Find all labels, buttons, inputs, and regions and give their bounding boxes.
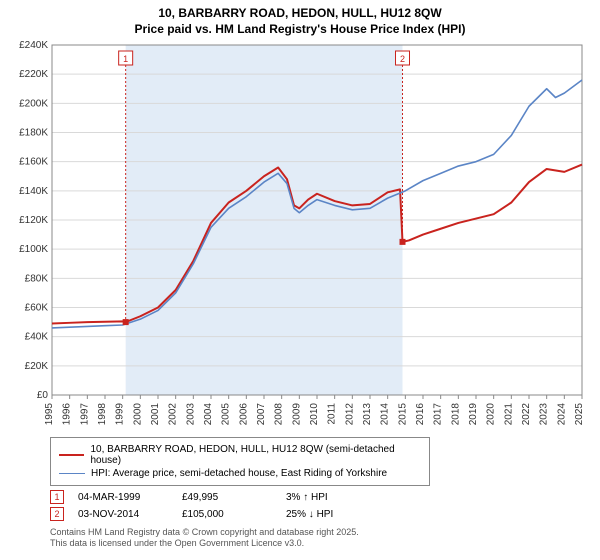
svg-text:2018: 2018 [450, 403, 461, 426]
footer-line-1: Contains HM Land Registry data © Crown c… [50, 527, 590, 538]
svg-text:2016: 2016 [415, 403, 426, 426]
svg-text:1997: 1997 [79, 403, 90, 426]
svg-text:2007: 2007 [256, 403, 267, 426]
chart-container: 10, BARBARRY ROAD, HEDON, HULL, HU12 8QW… [0, 0, 600, 560]
legend: 10, BARBARRY ROAD, HEDON, HULL, HU12 8QW… [50, 437, 430, 486]
svg-text:2001: 2001 [150, 403, 161, 426]
svg-text:£160K: £160K [19, 157, 48, 168]
svg-text:2: 2 [400, 54, 405, 64]
legend-swatch [59, 454, 84, 456]
title-line-2: Price paid vs. HM Land Registry's House … [10, 22, 590, 38]
svg-text:£180K: £180K [19, 128, 48, 139]
svg-text:2022: 2022 [521, 403, 532, 426]
footer-line-2: This data is licensed under the Open Gov… [50, 538, 590, 549]
svg-text:2021: 2021 [503, 403, 514, 426]
marker-change: 25% ↓ HPI [286, 509, 376, 520]
legend-label: HPI: Average price, semi-detached house,… [91, 468, 387, 479]
svg-text:2015: 2015 [397, 403, 408, 426]
svg-text:£220K: £220K [19, 69, 48, 80]
svg-text:£60K: £60K [25, 303, 49, 314]
svg-text:2004: 2004 [203, 403, 214, 426]
svg-text:£140K: £140K [19, 186, 48, 197]
svg-text:2012: 2012 [344, 403, 355, 426]
svg-text:£120K: £120K [19, 215, 48, 226]
svg-text:£40K: £40K [25, 332, 49, 343]
svg-text:£20K: £20K [25, 361, 49, 372]
chart-area: £0 £20K £40K £60K £80K £100K £120K £140K £160K £1… [10, 41, 590, 431]
svg-text:1998: 1998 [97, 403, 108, 426]
svg-text:2009: 2009 [291, 403, 302, 426]
svg-text:1: 1 [123, 54, 128, 64]
marker-price: £49,995 [182, 492, 272, 503]
svg-text:2006: 2006 [238, 403, 249, 426]
svg-text:2002: 2002 [168, 403, 179, 426]
marker-row: 2 03-NOV-2014 £105,000 25% ↓ HPI [50, 507, 590, 521]
svg-text:1996: 1996 [62, 403, 73, 426]
svg-text:2013: 2013 [362, 403, 373, 426]
marker-date: 04-MAR-1999 [78, 492, 168, 503]
svg-text:2025: 2025 [574, 403, 585, 426]
marker-badge: 1 [50, 490, 64, 504]
svg-text:2019: 2019 [468, 403, 479, 426]
title-line-1: 10, BARBARRY ROAD, HEDON, HULL, HU12 8QW [10, 6, 590, 22]
marker-change: 3% ↑ HPI [286, 492, 376, 503]
legend-item: HPI: Average price, semi-detached house,… [59, 468, 421, 479]
svg-text:1999: 1999 [115, 403, 126, 426]
svg-text:£80K: £80K [25, 274, 49, 285]
svg-text:2005: 2005 [221, 403, 232, 426]
svg-text:2011: 2011 [327, 403, 338, 425]
marker-badge: 2 [50, 507, 64, 521]
svg-text:2003: 2003 [185, 403, 196, 426]
footer-note: Contains HM Land Registry data © Crown c… [50, 527, 590, 550]
svg-text:£100K: £100K [19, 244, 48, 255]
svg-text:2020: 2020 [486, 403, 497, 426]
marker-price: £105,000 [182, 509, 272, 520]
legend-item: 10, BARBARRY ROAD, HEDON, HULL, HU12 8QW… [59, 444, 421, 466]
svg-text:1995: 1995 [44, 403, 55, 426]
legend-swatch [59, 473, 85, 475]
title-block: 10, BARBARRY ROAD, HEDON, HULL, HU12 8QW… [10, 6, 590, 37]
marker-row: 1 04-MAR-1999 £49,995 3% ↑ HPI [50, 490, 590, 504]
chart-svg: £0 £20K £40K £60K £80K £100K £120K £140K £160K £1… [10, 41, 590, 431]
marker-annotations: 1 04-MAR-1999 £49,995 3% ↑ HPI 2 03-NOV-2014 £… [50, 490, 590, 521]
svg-text:2008: 2008 [274, 403, 285, 426]
svg-text:2014: 2014 [380, 403, 391, 426]
marker-date: 03-NOV-2014 [78, 509, 168, 520]
svg-text:£200K: £200K [19, 99, 48, 110]
svg-text:2010: 2010 [309, 403, 320, 426]
svg-text:2023: 2023 [539, 403, 550, 426]
legend-label: 10, BARBARRY ROAD, HEDON, HULL, HU12 8QW… [90, 444, 421, 466]
svg-text:£240K: £240K [19, 41, 48, 51]
svg-text:2000: 2000 [132, 403, 143, 426]
svg-text:£0: £0 [37, 390, 49, 401]
svg-text:2017: 2017 [433, 403, 444, 426]
svg-text:2024: 2024 [556, 403, 567, 426]
